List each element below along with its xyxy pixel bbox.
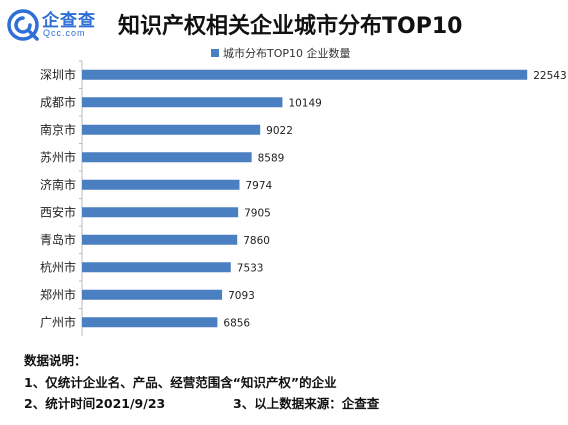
- bar: [82, 152, 252, 163]
- data-label: 7974: [245, 180, 272, 192]
- page-title: 知识产权相关企业城市分布TOP10: [118, 14, 463, 39]
- notes-heading: 数据说明：: [24, 353, 87, 368]
- bar: [82, 289, 223, 300]
- category-label: 成都市: [40, 94, 76, 109]
- legend-swatch: [211, 49, 219, 57]
- data-label: 10149: [288, 97, 321, 109]
- bar: [82, 317, 218, 328]
- category-label: 广州市: [40, 314, 76, 329]
- data-label: 7533: [237, 262, 264, 274]
- note-line-3: 3、以上数据来源：企查查: [233, 396, 380, 411]
- data-label: 9022: [266, 125, 293, 137]
- data-label: 6856: [223, 317, 250, 329]
- logo-domain: Qcc.com: [43, 28, 86, 38]
- category-label: 济南市: [40, 177, 76, 192]
- category-label: 南京市: [40, 122, 76, 137]
- logo-text: 企查查: [42, 11, 96, 31]
- data-label: 7905: [244, 207, 271, 219]
- legend-label: 城市分布TOP10 企业数量: [223, 46, 351, 60]
- bar: [82, 179, 240, 190]
- bar: [82, 124, 261, 135]
- note-line-1: 1、仅统计企业名、产品、经营范围含“知识产权”的企业: [24, 375, 337, 390]
- data-label: 7860: [243, 235, 270, 247]
- category-label: 杭州市: [40, 259, 76, 274]
- logo-mark-icon: [7, 9, 39, 41]
- category-label: 郑州市: [40, 287, 76, 302]
- data-label: 7093: [228, 290, 255, 302]
- bar: [82, 69, 528, 80]
- data-label: 8589: [258, 152, 285, 164]
- note-line-2: 2、统计时间2021/9/23: [24, 396, 166, 411]
- data-label: 22543: [533, 70, 566, 82]
- category-label: 西安市: [40, 204, 76, 219]
- qichacha-logo: 企查查 Qcc.com: [6, 6, 110, 42]
- category-label: 深圳市: [40, 67, 76, 82]
- category-label: 青岛市: [40, 232, 76, 247]
- category-label: 苏州市: [40, 149, 76, 164]
- bar: [82, 97, 283, 108]
- bar: [82, 207, 239, 218]
- bar: [82, 234, 238, 245]
- bar: [82, 262, 231, 273]
